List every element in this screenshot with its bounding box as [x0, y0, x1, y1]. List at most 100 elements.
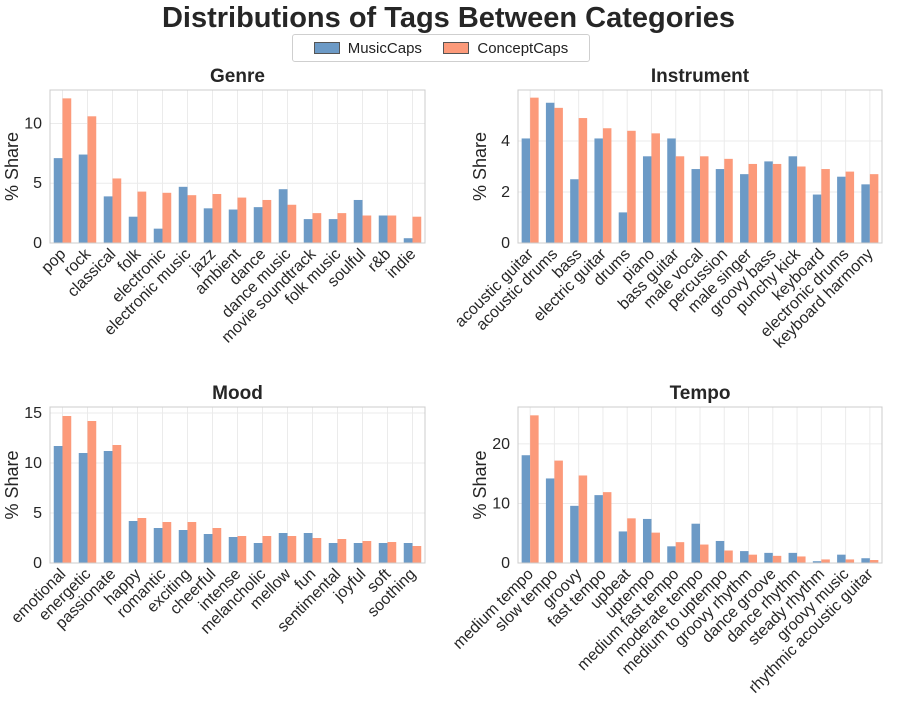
bar-conceptcaps-medium-tempo: [530, 415, 539, 563]
bar-musiccaps-electronic-music: [178, 186, 188, 243]
bar-musiccaps-electronic-drums: [837, 176, 846, 243]
legend-entry-musiccaps: MusicCaps: [313, 39, 422, 57]
bar-musiccaps-soulful: [353, 199, 363, 243]
bar-conceptcaps-groovy-music: [845, 559, 855, 563]
bar-musiccaps-upbeat: [618, 531, 628, 563]
chart-mood: 051015emotionalenergeticpassionatehappyr…: [2, 383, 426, 638]
bar-musiccaps-groovy-music: [837, 554, 846, 563]
bar-musiccaps-male-vocal: [691, 169, 700, 243]
plot-frame: [517, 89, 883, 244]
panel-title: Mood: [212, 383, 263, 404]
bar-musiccaps-happy: [128, 521, 138, 563]
bar-musiccaps-percussion: [715, 169, 725, 243]
y-tick-label: 5: [33, 175, 42, 192]
y-axis-label: % Share: [2, 132, 22, 201]
bar-conceptcaps-electronic: [162, 192, 172, 243]
bar-conceptcaps-electric-guitar: [602, 128, 612, 243]
bar-conceptcaps-soft: [387, 542, 397, 563]
bar-conceptcaps-passionate: [112, 445, 122, 563]
bar-conceptcaps-rock: [87, 116, 97, 243]
bar-musiccaps-folk-music: [328, 219, 338, 243]
bar-conceptcaps-folk-music: [337, 213, 347, 243]
bar-conceptcaps-medium-fast-tempo: [675, 542, 685, 563]
bar-conceptcaps-groovy-rhythm: [748, 554, 758, 563]
bar-conceptcaps-energetic: [87, 421, 97, 563]
bar-musiccaps-piano: [642, 156, 652, 243]
bar-conceptcaps-cheerful: [212, 528, 222, 563]
bar-conceptcaps-classical: [112, 178, 122, 243]
bar-musiccaps-groovy-rhythm: [740, 551, 749, 563]
x-tick-label: indie: [383, 246, 419, 282]
bar-conceptcaps-keyboard-harmony: [869, 174, 879, 243]
bar-conceptcaps-male-singer: [748, 163, 758, 243]
bar-conceptcaps-sentimental: [337, 539, 347, 563]
bar-musiccaps-rhythmic-acoustic-guitar: [861, 558, 870, 563]
y-tick-label: 0: [33, 235, 42, 252]
bar-musiccaps-ambient: [228, 209, 238, 243]
legend-swatch-musiccaps: [313, 42, 340, 54]
bar-conceptcaps-acoustic-guitar: [530, 97, 539, 244]
bar-musiccaps-mellow: [278, 533, 288, 563]
panel-title: Tempo: [670, 383, 731, 404]
legend-label-musiccaps: MusicCaps: [347, 39, 422, 57]
bar-musiccaps-jazz: [203, 208, 213, 243]
bar-conceptcaps-fun: [312, 538, 322, 563]
bar-musiccaps-moderate-tempo: [691, 523, 700, 563]
bar-musiccaps-electric-guitar: [594, 138, 603, 243]
bar-conceptcaps-romantic: [162, 522, 172, 563]
bar-musiccaps-classical: [103, 196, 113, 243]
bar-conceptcaps-ambient: [237, 197, 247, 243]
bar-musiccaps-fun: [303, 533, 313, 563]
y-tick-label: 10: [24, 455, 42, 472]
bar-conceptcaps-folk: [137, 191, 147, 243]
y-tick-label: 0: [501, 555, 510, 572]
bar-musiccaps-groovy: [570, 505, 579, 563]
bar-musiccaps-punchy-kick: [788, 156, 798, 243]
bar-musiccaps-electronic: [153, 228, 163, 243]
bar-conceptcaps-bass: [578, 118, 588, 243]
bar-conceptcaps-slow-tempo: [554, 460, 563, 563]
bar-musiccaps-slow-tempo: [545, 478, 555, 563]
bar-musiccaps-medium-to-uptempo: [715, 540, 725, 563]
bar-conceptcaps-dance: [262, 199, 272, 243]
bar-musiccaps-medium-tempo: [521, 455, 531, 563]
y-tick-label: 20: [492, 436, 510, 453]
y-tick-label: 0: [501, 235, 510, 252]
bar-musiccaps-dance-rhythm: [788, 552, 798, 563]
bar-musiccaps-bass-guitar: [667, 138, 676, 243]
y-tick-label: 4: [501, 133, 510, 150]
y-tick-label: 5: [33, 505, 42, 522]
y-tick-label: 15: [24, 405, 42, 422]
panel-title: Instrument: [651, 66, 750, 87]
figure-title: Distributions of Tags Between Categories: [161, 2, 736, 34]
legend-swatch-conceptcaps: [443, 42, 470, 54]
bar-musiccaps-acoustic-drums: [545, 102, 555, 243]
bar-conceptcaps-bass-guitar: [675, 156, 685, 243]
bar-conceptcaps-soulful: [362, 215, 372, 243]
bar-conceptcaps-drums: [627, 130, 636, 243]
bar-conceptcaps-medium-to-uptempo: [724, 550, 733, 563]
bar-musiccaps-r-b: [378, 215, 388, 243]
bar-conceptcaps-dance-music: [287, 204, 297, 243]
y-tick-label: 10: [492, 495, 510, 512]
bar-conceptcaps-keyboard: [821, 169, 830, 243]
bar-musiccaps-folk: [128, 216, 138, 243]
bar-musiccaps-emotional: [53, 446, 63, 563]
bar-musiccaps-dance: [253, 207, 263, 243]
bar-musiccaps-pop: [53, 158, 63, 243]
bar-musiccaps-exciting: [178, 530, 188, 563]
bar-musiccaps-dance-music: [278, 189, 288, 243]
plot-frame: [49, 406, 426, 564]
bar-conceptcaps-groovy: [578, 475, 588, 563]
legend-label-conceptcaps: ConceptCaps: [477, 39, 569, 57]
panel-title: Genre: [210, 66, 265, 87]
bar-conceptcaps-acoustic-drums: [554, 107, 563, 243]
bar-conceptcaps-joyful: [362, 541, 372, 563]
bar-musiccaps-romantic: [153, 528, 163, 563]
bar-conceptcaps-fast-tempo: [602, 492, 612, 563]
y-tick-label: 10: [24, 115, 42, 132]
y-axis-label: % Share: [2, 450, 22, 519]
bar-musiccaps-intense: [228, 537, 238, 563]
